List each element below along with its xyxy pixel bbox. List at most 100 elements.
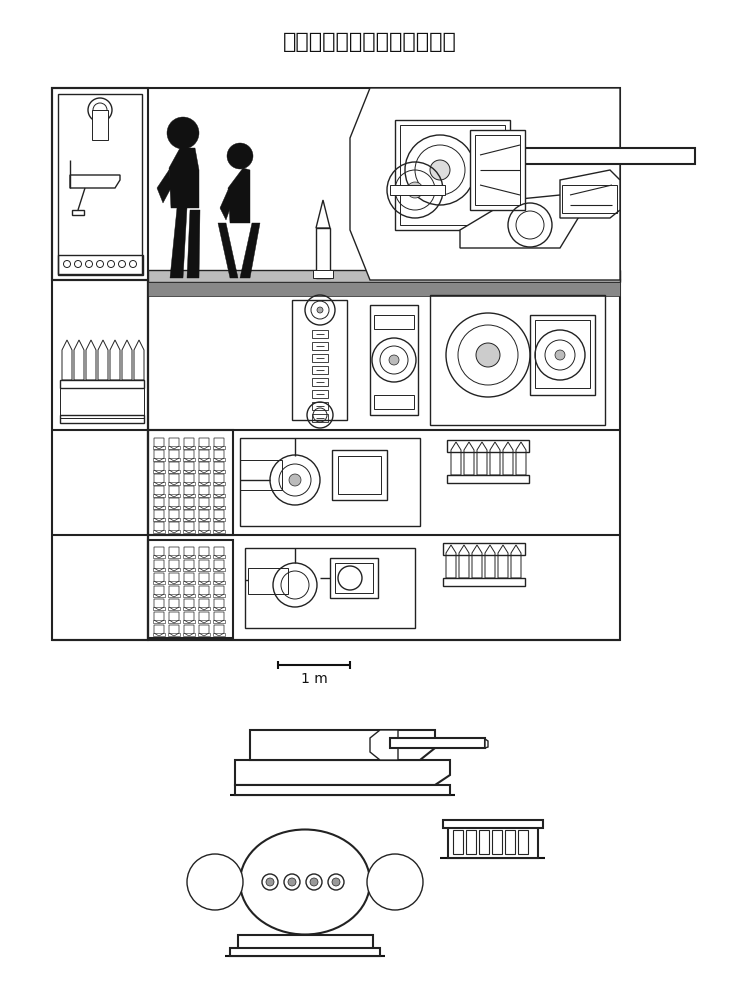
Bar: [213, 581, 225, 584]
Polygon shape: [199, 522, 209, 533]
Polygon shape: [184, 612, 194, 623]
Bar: [153, 494, 165, 497]
Bar: [153, 568, 165, 571]
Bar: [312, 390, 328, 398]
Bar: [313, 270, 333, 278]
Polygon shape: [214, 612, 224, 623]
Bar: [183, 458, 195, 461]
Polygon shape: [199, 474, 209, 485]
Circle shape: [430, 160, 450, 180]
Bar: [312, 402, 328, 410]
Polygon shape: [169, 450, 179, 461]
Polygon shape: [451, 442, 461, 475]
Bar: [370, 305, 418, 415]
Bar: [92, 110, 108, 140]
Bar: [168, 470, 180, 473]
Polygon shape: [516, 442, 526, 475]
Polygon shape: [370, 730, 398, 760]
Bar: [72, 210, 84, 215]
Bar: [505, 830, 515, 854]
Polygon shape: [169, 547, 179, 558]
Polygon shape: [154, 586, 164, 597]
Bar: [562, 185, 617, 213]
Bar: [60, 415, 144, 423]
Bar: [183, 446, 195, 449]
Polygon shape: [154, 612, 164, 623]
Bar: [148, 270, 620, 282]
Bar: [198, 458, 210, 461]
Circle shape: [328, 874, 344, 890]
Bar: [312, 414, 328, 422]
Ellipse shape: [240, 830, 370, 934]
Circle shape: [266, 878, 274, 886]
Bar: [148, 430, 233, 535]
Polygon shape: [199, 586, 209, 597]
Bar: [335, 563, 373, 593]
Bar: [245, 548, 415, 628]
Bar: [213, 530, 225, 533]
Bar: [535, 320, 590, 388]
Text: 江南制造四联十二生高平快炮: 江南制造四联十二生高平快炮: [283, 31, 457, 53]
Polygon shape: [122, 340, 132, 380]
Bar: [332, 450, 387, 500]
Polygon shape: [184, 510, 194, 521]
Bar: [153, 482, 165, 485]
Polygon shape: [154, 522, 164, 533]
Polygon shape: [240, 223, 260, 278]
Bar: [198, 470, 210, 473]
Bar: [153, 620, 165, 623]
Polygon shape: [485, 739, 488, 748]
Bar: [153, 470, 165, 473]
Polygon shape: [154, 486, 164, 497]
Bar: [153, 633, 165, 636]
Bar: [183, 568, 195, 571]
Bar: [58, 94, 142, 274]
Polygon shape: [169, 474, 179, 485]
Circle shape: [306, 874, 322, 890]
Polygon shape: [214, 573, 224, 584]
Polygon shape: [184, 474, 194, 485]
Bar: [183, 518, 195, 521]
Polygon shape: [154, 438, 164, 449]
Circle shape: [262, 874, 278, 890]
Polygon shape: [154, 547, 164, 558]
Bar: [168, 458, 180, 461]
Polygon shape: [199, 560, 209, 571]
Circle shape: [555, 350, 565, 360]
Bar: [479, 830, 489, 854]
Polygon shape: [154, 462, 164, 473]
Polygon shape: [169, 625, 179, 636]
Bar: [198, 518, 210, 521]
Bar: [153, 581, 165, 584]
Bar: [213, 470, 225, 473]
Circle shape: [284, 874, 300, 890]
Bar: [183, 470, 195, 473]
Polygon shape: [154, 625, 164, 636]
Polygon shape: [154, 560, 164, 571]
Bar: [312, 330, 328, 338]
Bar: [292, 300, 347, 420]
Text: 1 m: 1 m: [301, 672, 327, 686]
Polygon shape: [218, 223, 238, 278]
Bar: [198, 494, 210, 497]
Bar: [390, 185, 445, 195]
Bar: [470, 130, 525, 210]
Bar: [443, 820, 543, 828]
Bar: [213, 620, 225, 623]
Bar: [312, 354, 328, 362]
Bar: [168, 530, 180, 533]
Polygon shape: [184, 486, 194, 497]
Polygon shape: [169, 438, 179, 449]
Polygon shape: [199, 438, 209, 449]
Bar: [153, 506, 165, 509]
Bar: [168, 506, 180, 509]
Polygon shape: [485, 545, 495, 578]
Bar: [198, 446, 210, 449]
Bar: [153, 594, 165, 597]
Circle shape: [288, 878, 296, 886]
Polygon shape: [199, 612, 209, 623]
Bar: [168, 594, 180, 597]
Polygon shape: [228, 168, 250, 223]
Bar: [430, 295, 605, 425]
Bar: [448, 826, 538, 858]
